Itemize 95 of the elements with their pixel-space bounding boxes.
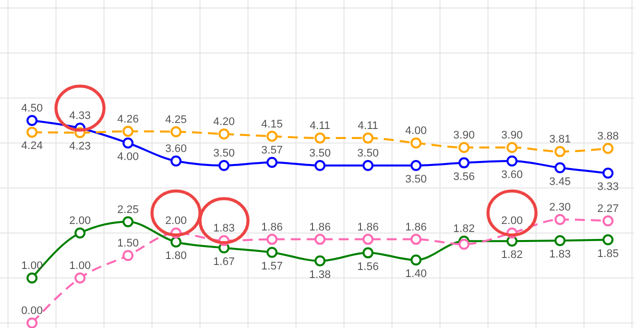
point (26, 318, 38, 328)
data-label: 1.80 (165, 250, 187, 262)
point (266, 156, 278, 168)
point (362, 247, 374, 258)
point (74, 272, 86, 284)
point (410, 138, 422, 148)
data-label: 1.83 (549, 248, 571, 261)
data-label: 2.30 (549, 202, 571, 214)
data-label: 3.81 (549, 134, 571, 146)
point (506, 142, 518, 153)
point (170, 126, 182, 138)
data-label: 1.83 (213, 222, 235, 235)
data-label: 3.50 (213, 148, 235, 160)
point (170, 236, 182, 248)
data-label: 1.86 (357, 221, 379, 234)
point (122, 250, 134, 261)
point (266, 130, 278, 142)
data-label: 4.11 (310, 120, 330, 132)
data-label: 3.60 (165, 143, 187, 155)
data-label: 1.86 (261, 221, 283, 234)
data-label: 4.50 (21, 102, 43, 114)
point (410, 234, 422, 245)
data-label: 1.40 (405, 268, 427, 280)
point (554, 214, 566, 225)
data-label: 2.00 (69, 215, 91, 227)
data-label: 4.24 (21, 140, 43, 152)
point (602, 215, 614, 226)
data-label: 1.56 (357, 260, 379, 273)
data-label: 1.85 (597, 248, 619, 260)
data-label: 3.90 (501, 130, 523, 142)
data-label: 1.00 (69, 260, 91, 272)
data-label: 2.00 (501, 215, 523, 227)
data-label: 2.25 (117, 204, 139, 216)
point (218, 160, 230, 171)
data-label: 3.88 (597, 130, 619, 142)
point (122, 126, 134, 137)
data-label: 4.26 (117, 113, 139, 126)
point (266, 246, 278, 258)
point (266, 234, 278, 245)
data-label: 3.33 (597, 181, 619, 194)
point (218, 128, 230, 140)
data-label: 3.50 (309, 148, 331, 160)
data-label: 3.45 (549, 176, 571, 188)
point (410, 254, 422, 266)
data-label: 1.57 (261, 260, 283, 272)
point (554, 235, 566, 246)
point (602, 234, 614, 246)
point (362, 132, 374, 144)
data-label: 3.56 (453, 170, 475, 183)
data-label: 0.00 (21, 305, 43, 317)
point (122, 216, 134, 228)
point (314, 132, 326, 144)
data-label: 1.67 (213, 256, 235, 268)
point (314, 234, 326, 245)
point (554, 146, 566, 158)
point (506, 156, 518, 166)
data-label: 4.25 (165, 114, 187, 126)
data-label: 1.38 (309, 268, 331, 281)
data-label: 4.15 (261, 118, 283, 130)
point (602, 142, 614, 154)
point (26, 115, 38, 126)
point (458, 157, 470, 168)
point (362, 234, 374, 245)
point (314, 160, 326, 171)
point (458, 238, 470, 250)
data-label: 1.50 (117, 238, 139, 250)
point (314, 255, 326, 266)
data-label: 4.20 (213, 116, 235, 128)
data-label: 3.90 (453, 130, 475, 142)
point (26, 126, 38, 138)
data-label: 4.23 (69, 140, 91, 153)
point (26, 272, 38, 284)
data-label: 1.86 (405, 221, 427, 234)
data-label: 1.82 (501, 249, 523, 262)
point (362, 160, 374, 171)
point (170, 156, 182, 166)
data-label: 1.86 (309, 221, 331, 234)
data-label: 3.57 (261, 144, 283, 156)
point (554, 162, 566, 174)
data-label: 3.60 (501, 169, 523, 181)
point (410, 160, 422, 171)
data-label: 4.00 (405, 125, 427, 137)
data-label: 4.00 (117, 151, 139, 163)
data-label: 2.00 (165, 215, 187, 227)
data-label: 4.11 (358, 120, 378, 132)
point (602, 168, 614, 179)
data-label: 3.50 (405, 174, 427, 186)
data-label: 4.33 (69, 110, 91, 122)
point (122, 138, 134, 148)
data-label: 2.27 (597, 202, 619, 215)
data-label: 1.82 (453, 223, 475, 236)
data-label: 1.00 (21, 260, 43, 272)
point (458, 142, 470, 153)
point (74, 228, 86, 238)
data-label: 3.50 (357, 148, 379, 160)
